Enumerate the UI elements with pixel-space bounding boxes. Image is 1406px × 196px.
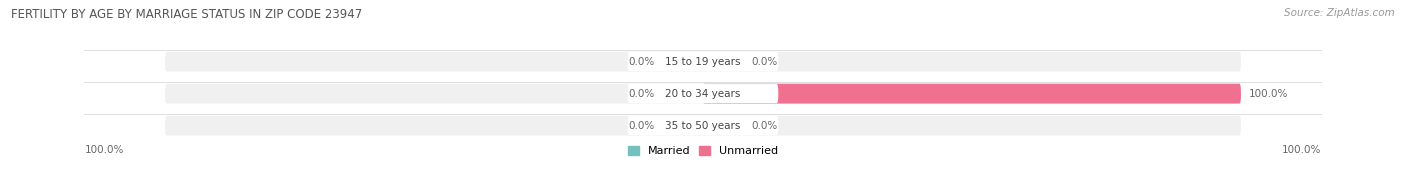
Text: 100.0%: 100.0% [1282, 145, 1322, 155]
FancyBboxPatch shape [703, 54, 747, 69]
Legend: Married, Unmarried: Married, Unmarried [627, 146, 779, 156]
Text: 35 to 50 years: 35 to 50 years [665, 121, 741, 131]
Text: 0.0%: 0.0% [628, 57, 655, 67]
FancyBboxPatch shape [627, 116, 779, 135]
FancyBboxPatch shape [659, 54, 703, 69]
FancyBboxPatch shape [703, 84, 1241, 103]
Text: 20 to 34 years: 20 to 34 years [665, 89, 741, 99]
Text: 15 to 19 years: 15 to 19 years [665, 57, 741, 67]
FancyBboxPatch shape [165, 84, 1241, 103]
Text: 0.0%: 0.0% [628, 121, 655, 131]
Text: Source: ZipAtlas.com: Source: ZipAtlas.com [1284, 8, 1395, 18]
FancyBboxPatch shape [165, 52, 1241, 72]
Text: 0.0%: 0.0% [751, 57, 778, 67]
Text: 100.0%: 100.0% [84, 145, 124, 155]
Text: FERTILITY BY AGE BY MARRIAGE STATUS IN ZIP CODE 23947: FERTILITY BY AGE BY MARRIAGE STATUS IN Z… [11, 8, 363, 21]
Text: 100.0%: 100.0% [1249, 89, 1288, 99]
FancyBboxPatch shape [627, 52, 779, 71]
FancyBboxPatch shape [659, 118, 703, 133]
FancyBboxPatch shape [703, 86, 747, 101]
Text: 0.0%: 0.0% [751, 121, 778, 131]
FancyBboxPatch shape [627, 84, 779, 103]
FancyBboxPatch shape [165, 116, 1241, 136]
FancyBboxPatch shape [659, 86, 703, 101]
FancyBboxPatch shape [703, 118, 747, 133]
Text: 0.0%: 0.0% [628, 89, 655, 99]
